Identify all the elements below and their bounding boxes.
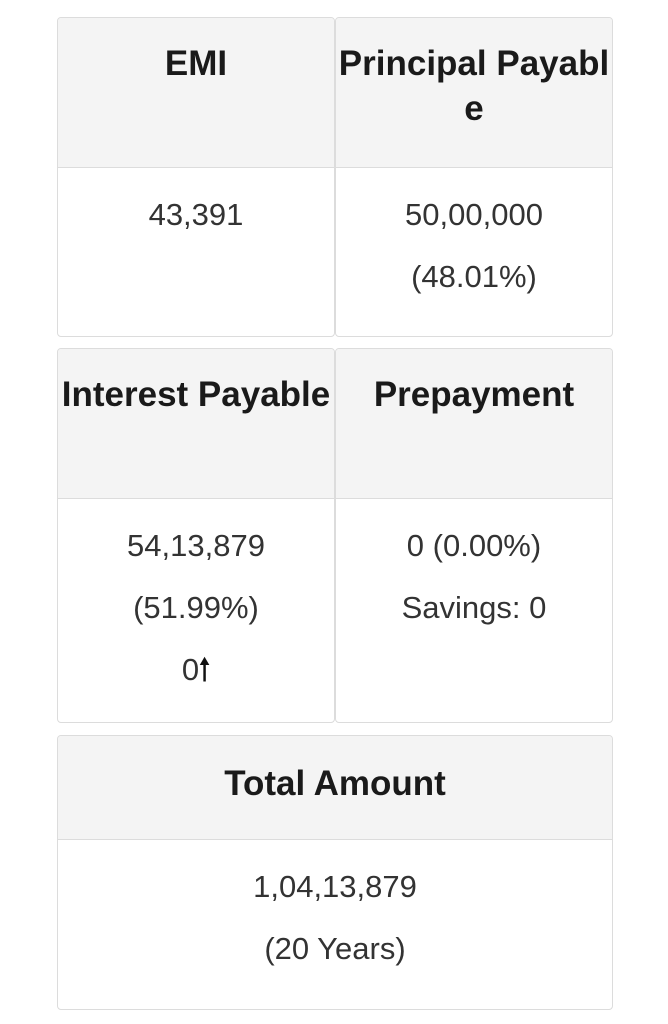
principal-payable-body: 50,00,000 (48.01%) [336,168,612,336]
emi-card-body: 43,391 [58,168,334,336]
principal-payable-card: Principal Payable 50,00,000 (48.01%) [335,17,613,337]
total-amount-card: Total Amount 1,04,13,879 (20 Years) [57,735,613,1010]
emi-card-title: EMI [58,18,334,168]
total-amount-title: Total Amount [58,736,612,840]
prepayment-body: 0 (0.00%) Savings: 0 [336,499,612,722]
prepayment-title: Prepayment [336,349,612,499]
interest-change-value: 0 [181,652,200,687]
prepayment-value: 0 (0.00%) [406,528,542,563]
total-tenure: (20 Years) [264,931,406,966]
interest-payable-percent: (51.99%) [133,590,259,625]
principal-payable-percent: (48.01%) [411,259,537,294]
total-amount-body: 1,04,13,879 (20 Years) [58,840,612,1009]
arrow-up-icon: 🠑 [199,654,211,687]
interest-payable-title: Interest Payable [58,349,334,499]
interest-payable-body: 54,13,879 (51.99%) 0🠑 [58,499,334,722]
prepayment-card: Prepayment 0 (0.00%) Savings: 0 [335,348,613,723]
emi-card: EMI 43,391 [57,17,335,337]
prepayment-savings: Savings: 0 [401,590,547,625]
principal-payable-title: Principal Payable [336,18,612,168]
emi-value: 43,391 [148,197,244,232]
total-amount-value: 1,04,13,879 [253,869,417,904]
principal-payable-value: 50,00,000 [405,197,543,232]
interest-payable-card: Interest Payable 54,13,879 (51.99%) 0🠑 [57,348,335,723]
interest-payable-value: 54,13,879 [127,528,265,563]
interest-change-line: 0🠑 [58,639,334,702]
